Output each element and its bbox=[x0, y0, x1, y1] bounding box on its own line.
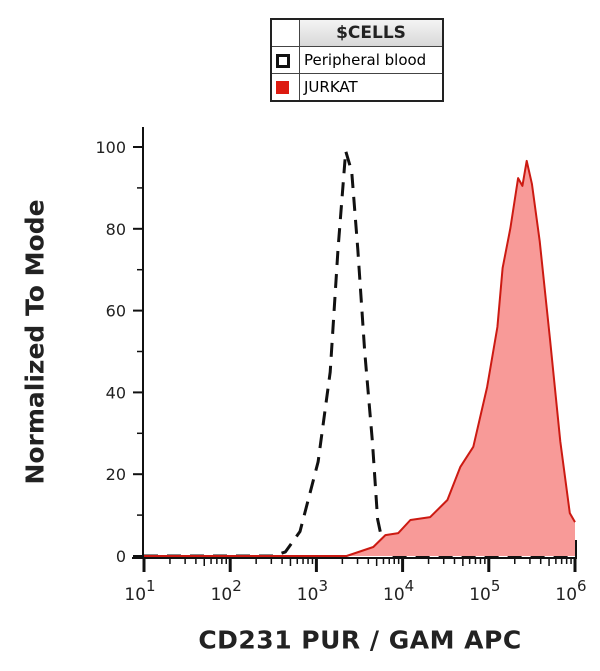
x-tick-label: 105 bbox=[469, 577, 500, 605]
x-tick-label: 102 bbox=[211, 577, 242, 605]
x-tick-label: 106 bbox=[555, 577, 586, 605]
x-tick-label: 104 bbox=[383, 577, 414, 605]
y-tick-label: 80 bbox=[106, 220, 126, 239]
series-line-peripheral-blood bbox=[144, 149, 575, 558]
x-tick-label: 101 bbox=[124, 577, 155, 605]
y-tick-label: 60 bbox=[106, 302, 126, 321]
legend-item-jurkat: JURKAT bbox=[270, 73, 444, 102]
legend-item-peripheral-blood: Peripheral blood bbox=[270, 46, 444, 74]
y-axis-title: Normalized To Mode bbox=[20, 199, 50, 485]
series-fill-jurkat bbox=[144, 160, 575, 556]
y-tick-label: 100 bbox=[95, 138, 126, 157]
legend-swatch-outline-icon bbox=[276, 53, 290, 68]
y-tick-label: 20 bbox=[106, 465, 126, 484]
legend-label: JURKAT bbox=[299, 73, 444, 102]
series-line-jurkat bbox=[144, 159, 576, 557]
legend-label: Peripheral blood bbox=[299, 46, 444, 74]
legend: $CELLS Peripheral blood JURKAT bbox=[270, 18, 444, 102]
legend-title: $CELLS bbox=[299, 18, 444, 47]
legend-swatch-filled-icon bbox=[276, 81, 289, 94]
x-tick-label: 103 bbox=[297, 577, 328, 605]
y-tick-label: 0 bbox=[116, 547, 126, 566]
y-tick-label: 40 bbox=[106, 383, 126, 402]
x-axis-title: CD231 PUR / GAM APC bbox=[198, 625, 522, 655]
